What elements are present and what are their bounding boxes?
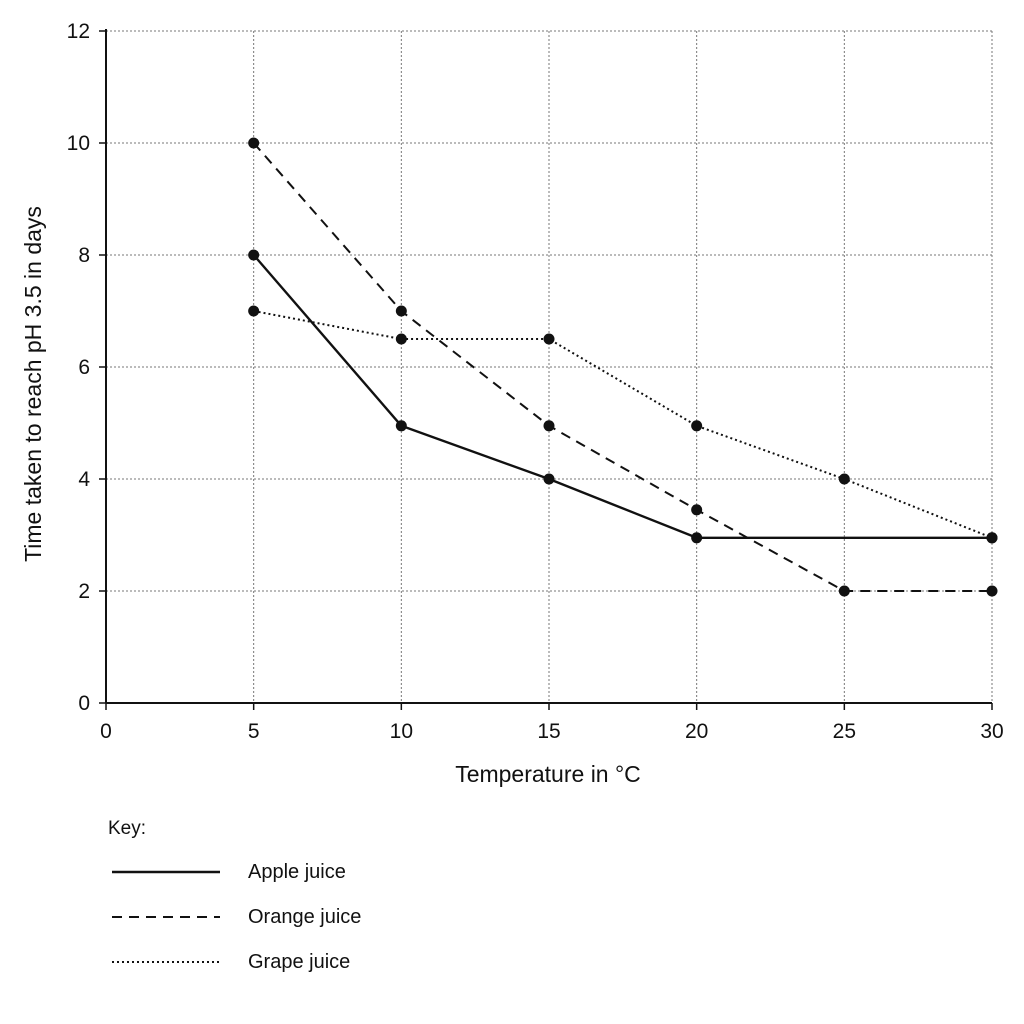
data-point-grape-juice — [838, 473, 850, 485]
y-tick-label: 12 — [67, 20, 90, 43]
data-point-apple-juice — [543, 473, 555, 485]
data-point-grape-juice — [395, 333, 407, 345]
data-point-orange-juice — [543, 420, 555, 432]
data-point-apple-juice — [691, 532, 703, 544]
legend-swatch-dotted — [112, 961, 220, 963]
series-line-grape-juice — [253, 310, 993, 539]
x-axis-title: Temperature in °C — [455, 761, 641, 787]
x-tick-label: 25 — [833, 720, 856, 743]
legend-swatch-solid — [112, 870, 220, 874]
data-point-grape-juice — [691, 420, 703, 432]
y-tick-label: 8 — [78, 244, 90, 267]
data-point-apple-juice — [395, 420, 407, 432]
grid — [106, 30, 993, 703]
legend-item-grape: Grape juice — [108, 950, 508, 995]
tick-labels: 0 5 10 15 20 25 30 0 2 4 6 8 10 12 — [67, 20, 1004, 743]
series-line-orange-juice — [252, 142, 992, 592]
x-tick-label: 30 — [980, 720, 1003, 743]
y-axis-title: Time taken to reach pH 3.5 in days — [20, 206, 46, 562]
data-point-apple-juice — [248, 249, 260, 261]
x-tick-label: 20 — [685, 720, 708, 743]
legend-item-apple: Apple juice — [108, 860, 508, 905]
data-point-orange-juice — [691, 504, 703, 516]
data-point-orange-juice — [248, 137, 260, 149]
y-tick-label: 0 — [78, 692, 90, 715]
data-point-orange-juice — [986, 585, 998, 597]
legend: Key: Apple juice Orange juice Grape juic… — [108, 818, 508, 995]
x-tick-label: 15 — [537, 720, 560, 743]
axes — [99, 29, 993, 710]
y-tick-label: 2 — [78, 580, 90, 603]
x-tick-label: 10 — [390, 720, 413, 743]
data-point-orange-juice — [838, 585, 850, 597]
legend-item-orange: Orange juice — [108, 905, 508, 950]
data-point-grape-juice — [543, 333, 555, 345]
legend-label-apple: Apple juice — [248, 861, 346, 883]
data-points — [248, 137, 998, 597]
data-point-grape-juice — [248, 305, 260, 317]
legend-label-orange: Orange juice — [248, 906, 362, 928]
x-tick-label: 5 — [248, 720, 260, 743]
y-tick-label: 4 — [78, 468, 90, 491]
x-tick-label: 0 — [100, 720, 112, 743]
y-tick-label: 6 — [78, 356, 90, 379]
series-line-apple-juice — [252, 254, 992, 539]
legend-swatch-dashed — [112, 916, 220, 918]
data-point-grape-juice — [986, 532, 998, 544]
y-tick-label: 10 — [67, 132, 90, 155]
legend-label-grape: Grape juice — [248, 951, 351, 973]
legend-title: Key: — [108, 818, 147, 839]
data-point-orange-juice — [395, 305, 407, 317]
